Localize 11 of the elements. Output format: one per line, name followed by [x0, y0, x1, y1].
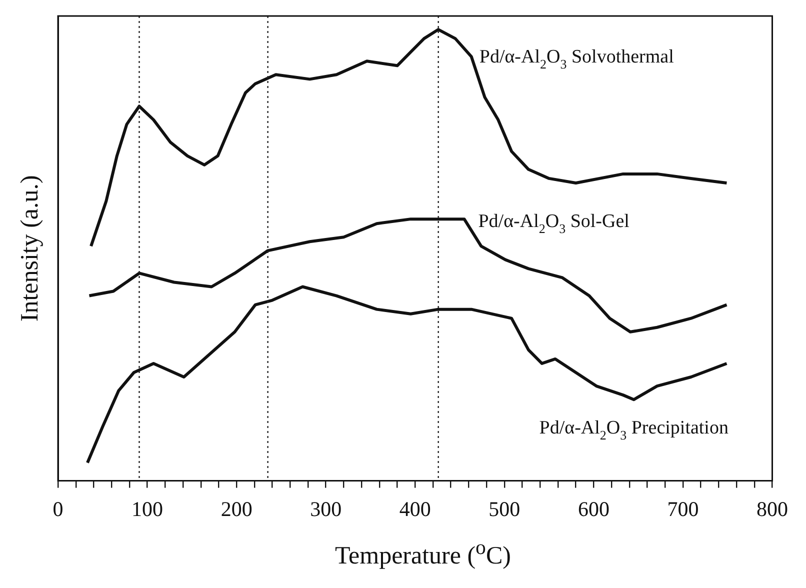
y-axis-title: Intensity (a.u.)	[16, 175, 44, 322]
x-tick-label: 600	[578, 496, 610, 521]
x-tick-label: 400	[399, 496, 431, 521]
x-tick-label: 800	[756, 496, 788, 521]
x-tick-label: 0	[52, 496, 64, 521]
x-tick-label: 300	[310, 496, 342, 521]
x-tick-label: 500	[488, 496, 520, 521]
x-tick-label: 100	[132, 496, 164, 521]
x-tick-label: 700	[667, 496, 699, 521]
x-tick-label: 200	[220, 496, 252, 521]
x-axis-title: Temperature ($^{o}$C)	[334, 535, 512, 570]
